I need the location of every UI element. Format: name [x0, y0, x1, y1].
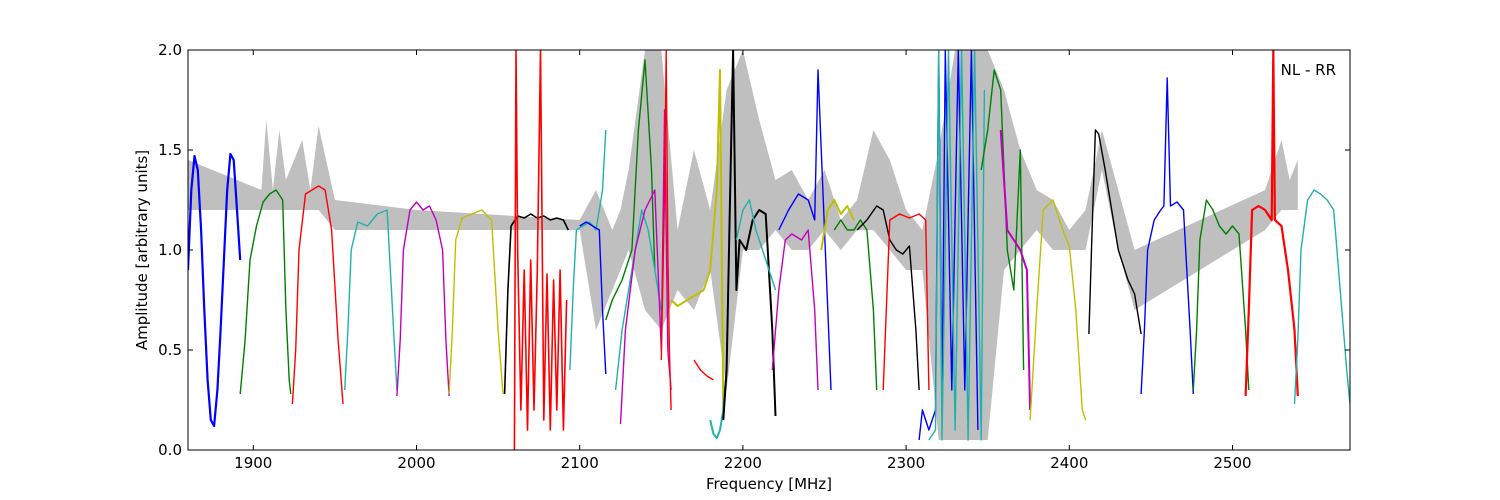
x-axis-label: Frequency [MHz]	[706, 475, 832, 493]
x-tick-label: 1900	[234, 454, 272, 472]
series-line-19	[735, 199, 777, 291]
plot-area	[188, 50, 1350, 450]
series-line-24	[856, 205, 920, 391]
series-line-21	[778, 69, 832, 391]
series-line-25	[882, 213, 930, 391]
series-line-29	[999, 129, 1032, 411]
x-tick-label: 2400	[1050, 454, 1088, 472]
series-line-14	[660, 50, 672, 411]
x-tick-label: 2000	[397, 454, 435, 472]
y-tick-label: 1.5	[158, 141, 182, 159]
series-line-12	[614, 209, 662, 391]
series-line-10	[579, 221, 607, 375]
series-line-35	[1293, 189, 1350, 405]
y-axis-label: Amplitude [arbitrary units]	[133, 150, 151, 350]
series-line-9	[569, 129, 607, 371]
series-line-33	[1192, 199, 1250, 391]
series-line-13	[619, 109, 672, 425]
series-line-23	[833, 219, 878, 391]
series-line-2	[239, 189, 292, 395]
series-line-6	[448, 209, 504, 395]
series-line-7	[503, 213, 570, 395]
y-tick-label: 1.0	[158, 241, 182, 259]
series-line-18	[722, 50, 777, 421]
series-line-16	[693, 359, 714, 381]
series-line-22	[820, 199, 855, 251]
x-tick-label: 2300	[887, 454, 925, 472]
annotation-label: NL - RR	[1281, 61, 1336, 79]
y-tick-label: 2.0	[158, 41, 182, 59]
series-line-20	[771, 229, 819, 391]
y-tick-label: 0.5	[158, 341, 182, 359]
series-line-1	[188, 152, 242, 428]
x-tick-label: 2100	[561, 454, 599, 472]
y-tick-label: 0.0	[158, 441, 182, 459]
series-line-27	[928, 50, 986, 441]
series-line-11	[605, 59, 656, 321]
series-line-34	[1244, 50, 1299, 397]
x-tick-label: 2500	[1213, 454, 1251, 472]
series-line-5	[396, 201, 450, 397]
series-line-31	[1088, 129, 1142, 335]
series-line-8	[513, 50, 568, 450]
x-tick-label: 2200	[724, 454, 762, 472]
series-line-32	[1140, 77, 1194, 395]
series-line-3	[291, 185, 344, 405]
series-line-4	[344, 209, 398, 391]
series-line-30	[1029, 199, 1087, 421]
series-line-15	[670, 69, 725, 411]
axes: 1900 2000 2100 2200 2300 2400 2500 0.0 0.5 1.0 1.5…	[158, 41, 1350, 472]
